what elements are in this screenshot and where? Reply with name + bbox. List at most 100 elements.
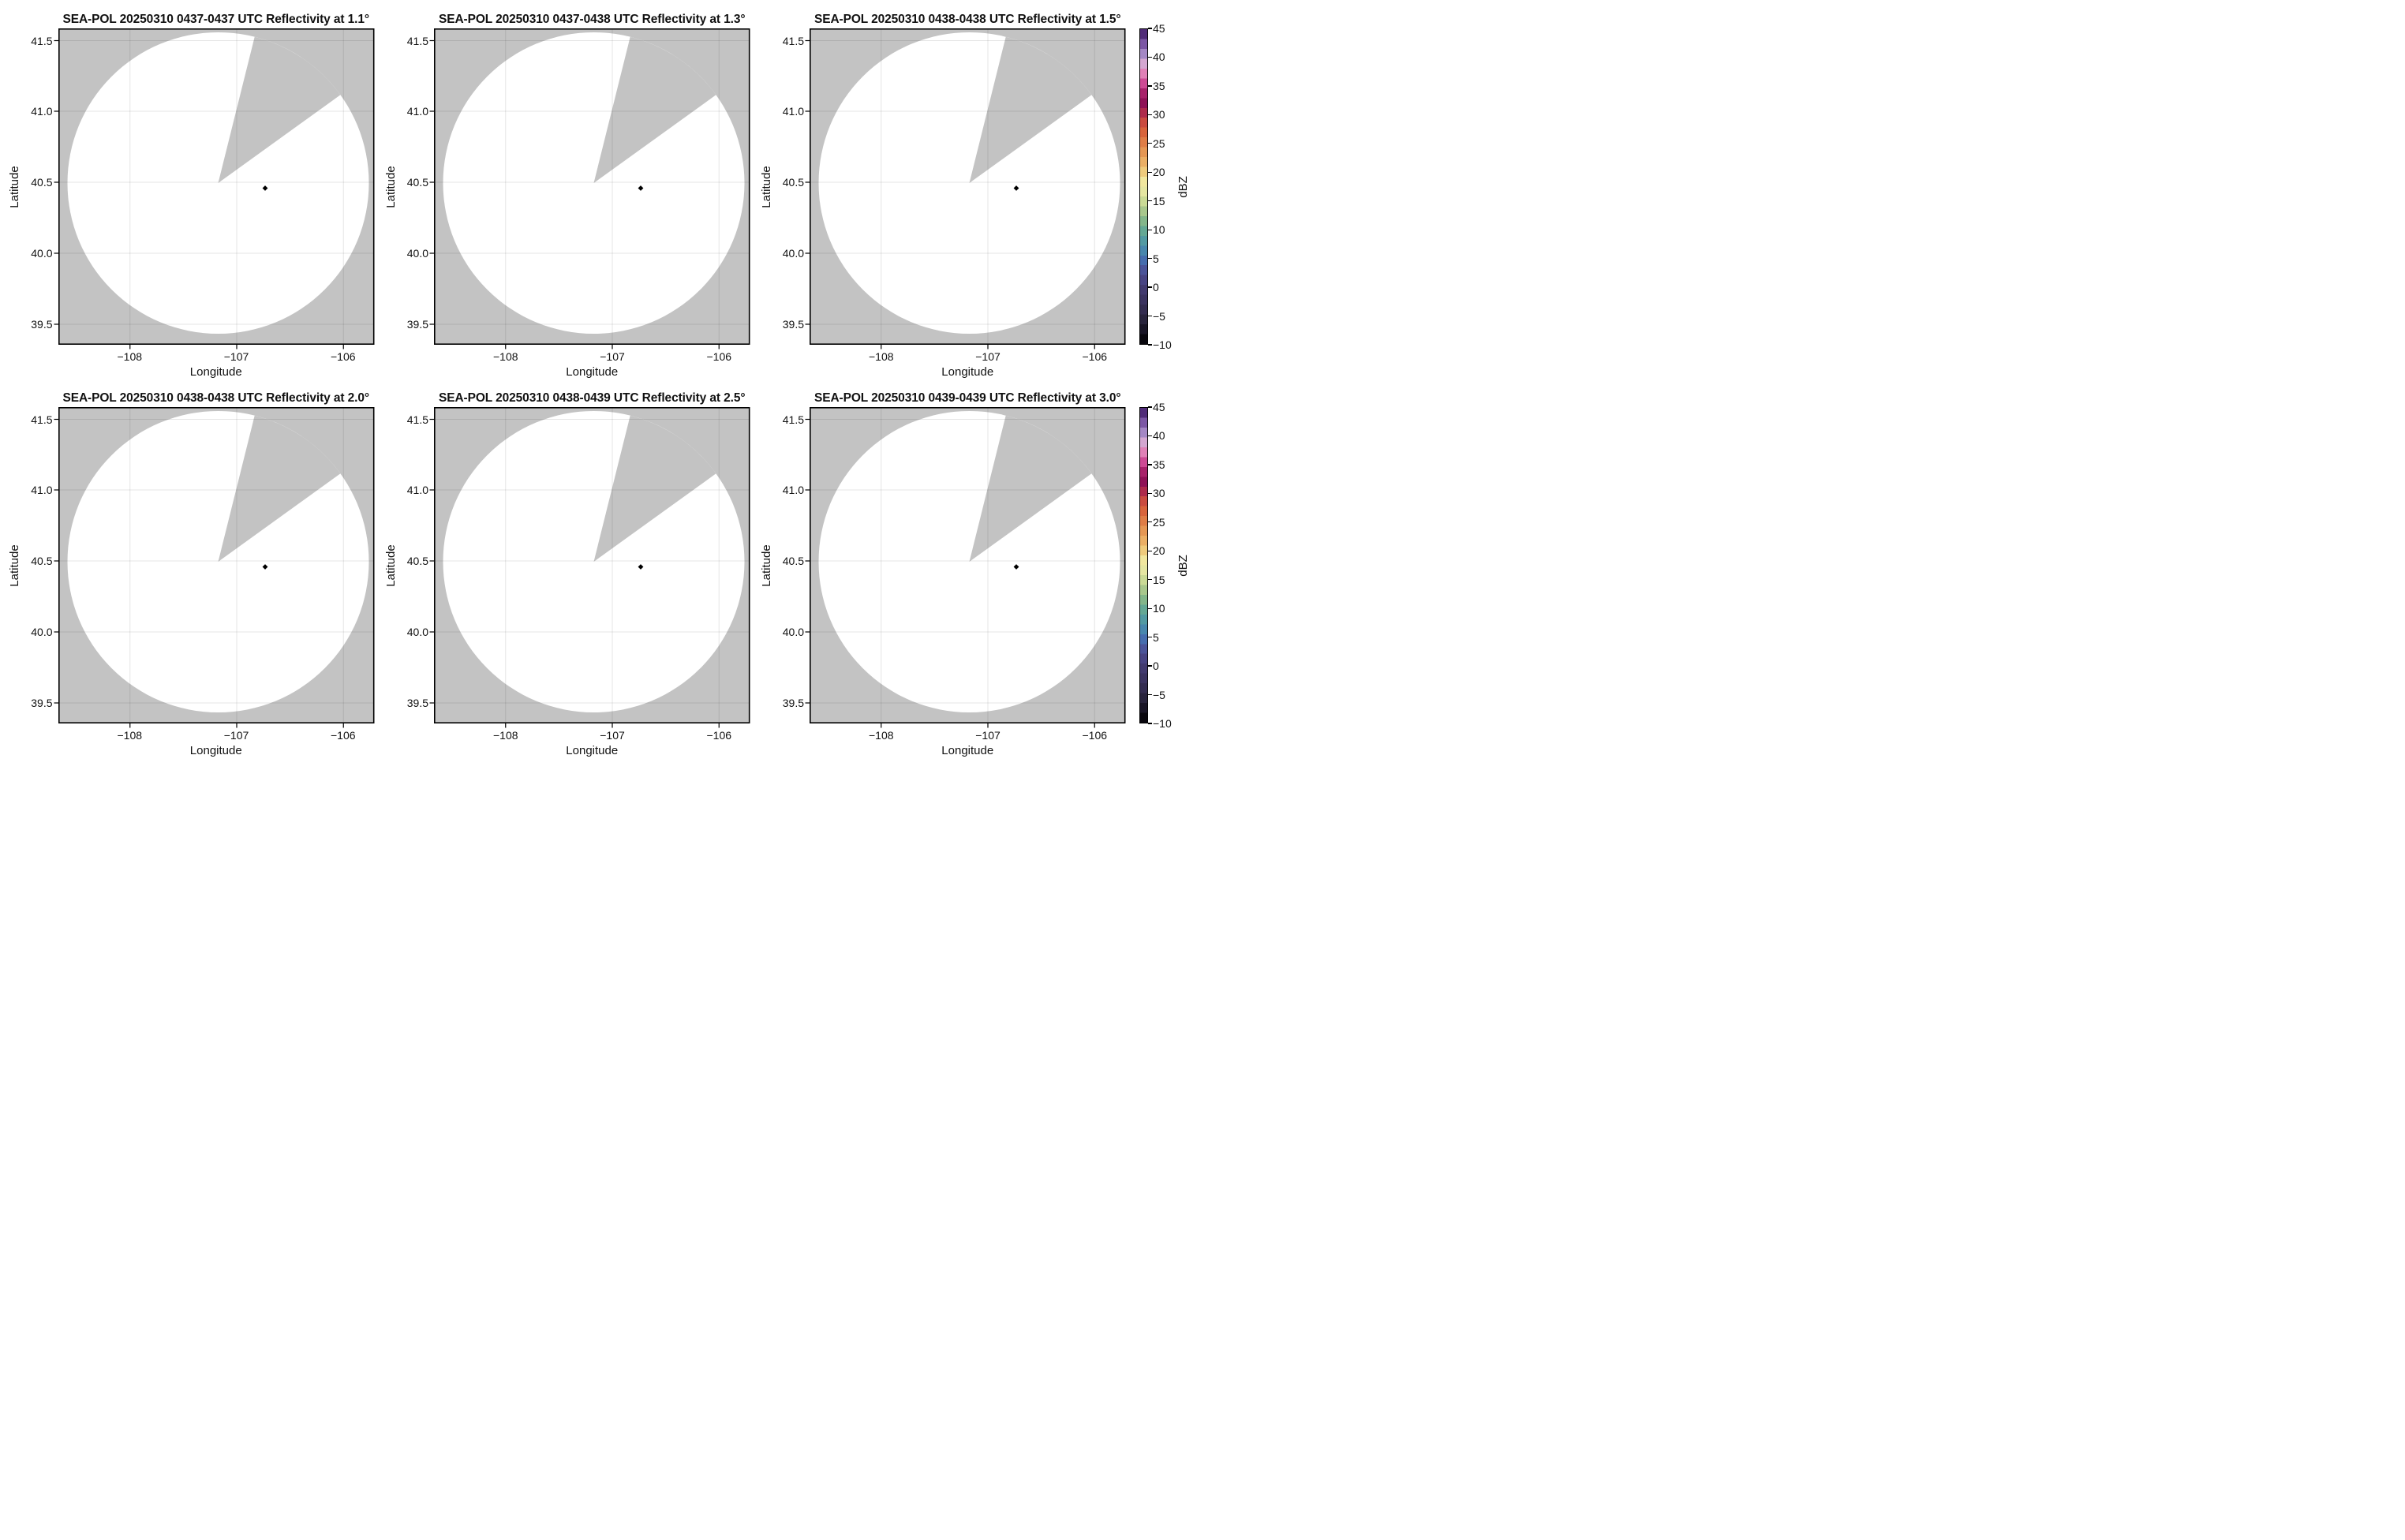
x-tick-label: −106 [706, 729, 732, 742]
x-tick-label: −108 [117, 729, 143, 742]
radar-site-marker [1013, 564, 1019, 570]
axes-frame [810, 28, 1126, 345]
blocked-sector-wedge [218, 415, 340, 562]
y-tick-label: 41.5 [782, 34, 804, 47]
colorbar-tick-label: 40 [1153, 50, 1165, 64]
colorbar-tick-label: −5 [1153, 309, 1165, 323]
axes-frame [58, 407, 374, 723]
y-tick-label: 40.0 [31, 247, 53, 260]
blocked-sector-wedge [969, 36, 1092, 184]
colorbar-tick-mark [1148, 464, 1152, 465]
axes-frame [434, 407, 750, 723]
colorbar-tick-label: 20 [1153, 544, 1165, 558]
x-tick-label: −107 [600, 729, 625, 742]
colorbar-tick-label: 20 [1153, 166, 1165, 179]
colorbar-tick-mark [1148, 344, 1152, 346]
x-tick-label: −108 [117, 350, 143, 363]
ppi-plot-svg [429, 407, 750, 728]
y-tick-label: 41.5 [406, 34, 428, 47]
gridlines [58, 28, 374, 345]
colorbar-tick-label: 35 [1153, 458, 1165, 471]
colorbar-tick-label: 45 [1153, 22, 1165, 35]
colorbar-tick-label: 35 [1153, 79, 1165, 92]
axis-tick-marks [54, 39, 344, 349]
y-axis-label: Latitude [383, 165, 398, 208]
ppi-plot-svg [805, 407, 1126, 728]
x-axis-label: Longitude [941, 744, 994, 757]
y-tick-label: 40.5 [782, 555, 804, 567]
y-tick-label: 40.0 [782, 626, 804, 638]
gridlines [58, 407, 374, 723]
panel-title: SEA-POL 20250310 0438-0438 UTC Reflectiv… [62, 391, 370, 405]
colorbar-tick-mark [1148, 693, 1152, 696]
colorbar-tick-mark [1148, 406, 1152, 408]
x-tick-label: −107 [975, 729, 1001, 742]
y-tick-label: 41.5 [31, 413, 53, 426]
panel-title: SEA-POL 20250310 0437-0438 UTC Reflectiv… [438, 13, 746, 26]
x-tick-label: −108 [868, 350, 894, 363]
y-tick-label: 39.5 [31, 318, 53, 331]
colorbar-tick-label: 30 [1153, 487, 1165, 500]
panel-title: SEA-POL 20250310 0437-0437 UTC Reflectiv… [62, 13, 370, 26]
colorbar [1139, 407, 1148, 723]
y-tick-label: 41.0 [782, 105, 804, 118]
y-tick-label: 39.5 [31, 697, 53, 709]
y-tick-label: 40.5 [31, 555, 53, 567]
x-axis-label: Longitude [189, 365, 242, 379]
x-tick-label: −108 [492, 350, 518, 363]
y-tick-label: 39.5 [782, 697, 804, 709]
radar-site-marker [638, 564, 644, 570]
y-tick-label: 40.5 [406, 176, 428, 189]
colorbar-tick-mark [1148, 579, 1152, 581]
colorbar-tick-label: 25 [1153, 136, 1165, 150]
colorbar-tick-label: 15 [1153, 573, 1165, 586]
figure: SEA-POL 20250310 0437-0437 UTC Reflectiv… [0, 0, 1202, 770]
y-tick-label: 41.5 [406, 413, 428, 426]
y-tick-label: 40.0 [31, 626, 53, 638]
y-tick-label: 41.0 [406, 484, 428, 496]
x-axis-label: Longitude [189, 744, 242, 757]
gridlines [810, 28, 1126, 345]
y-axis-label: Latitude [759, 165, 773, 208]
radar-site-marker [1013, 185, 1019, 191]
x-tick-label: −107 [600, 350, 625, 363]
ppi-plot-svg [54, 28, 374, 349]
ppi-plot-svg [805, 28, 1126, 349]
y-tick-label: 41.0 [31, 105, 53, 118]
y-tick-label: 41.0 [31, 484, 53, 496]
gridlines [810, 407, 1126, 723]
y-tick-label: 40.0 [782, 247, 804, 260]
x-tick-label: −106 [330, 350, 356, 363]
colorbar-tick-mark [1148, 85, 1152, 87]
y-tick-label: 41.5 [782, 413, 804, 426]
colorbar-tick-label: −5 [1153, 688, 1165, 701]
ppi-plot-svg [54, 407, 374, 728]
colorbar-tick-mark [1148, 56, 1152, 58]
colorbar-tick-label: 5 [1153, 252, 1159, 265]
axis-tick-marks [805, 418, 1095, 728]
colorbar-tick-mark [1148, 143, 1152, 144]
x-tick-label: −107 [223, 350, 249, 363]
y-axis-label: Latitude [8, 165, 21, 208]
y-tick-label: 41.0 [782, 484, 804, 496]
colorbar-tick-mark [1148, 521, 1152, 523]
colorbar-tick-mark [1148, 492, 1152, 494]
y-tick-label: 39.5 [406, 697, 428, 709]
y-tick-label: 41.5 [31, 34, 53, 47]
y-tick-label: 41.0 [406, 105, 428, 118]
radar-site-marker [638, 185, 644, 191]
y-tick-label: 40.5 [782, 176, 804, 189]
colorbar-tick-label: 25 [1153, 515, 1165, 529]
colorbar-tick-mark [1148, 200, 1152, 202]
colorbar-tick-label: 0 [1153, 660, 1159, 673]
axis-tick-marks [805, 39, 1095, 349]
x-tick-label: −108 [868, 729, 894, 742]
axes-frame [58, 28, 374, 345]
colorbar-tick-label: 40 [1153, 429, 1165, 443]
colorbar-tick-mark [1148, 171, 1152, 173]
blocked-sector-wedge [218, 36, 340, 184]
colorbar-unit-label: dBZ [1176, 175, 1190, 198]
x-axis-label: Longitude [566, 365, 619, 379]
y-axis-label: Latitude [383, 544, 398, 587]
blocked-sector-wedge [593, 415, 716, 562]
